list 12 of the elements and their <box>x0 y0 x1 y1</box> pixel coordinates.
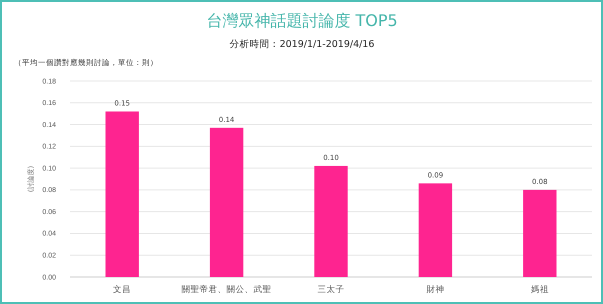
x-tick-label: 關聖帝君、關公、武聖 <box>182 284 272 294</box>
x-tick-label: 文昌 <box>113 284 132 294</box>
bar <box>105 111 139 277</box>
x-tick-label: 三太子 <box>318 284 344 294</box>
bar <box>523 190 557 277</box>
bar <box>210 128 244 277</box>
bar <box>418 183 452 277</box>
bar <box>314 166 348 277</box>
x-tick-label: 財神 <box>426 284 444 294</box>
chart-subtitle: 分析時間：2019/1/1-2019/4/16 <box>230 38 374 50</box>
x-tick-label: 媽祖 <box>530 284 549 294</box>
chart-title: 台灣眾神話題討論度 TOP5 <box>206 11 398 30</box>
